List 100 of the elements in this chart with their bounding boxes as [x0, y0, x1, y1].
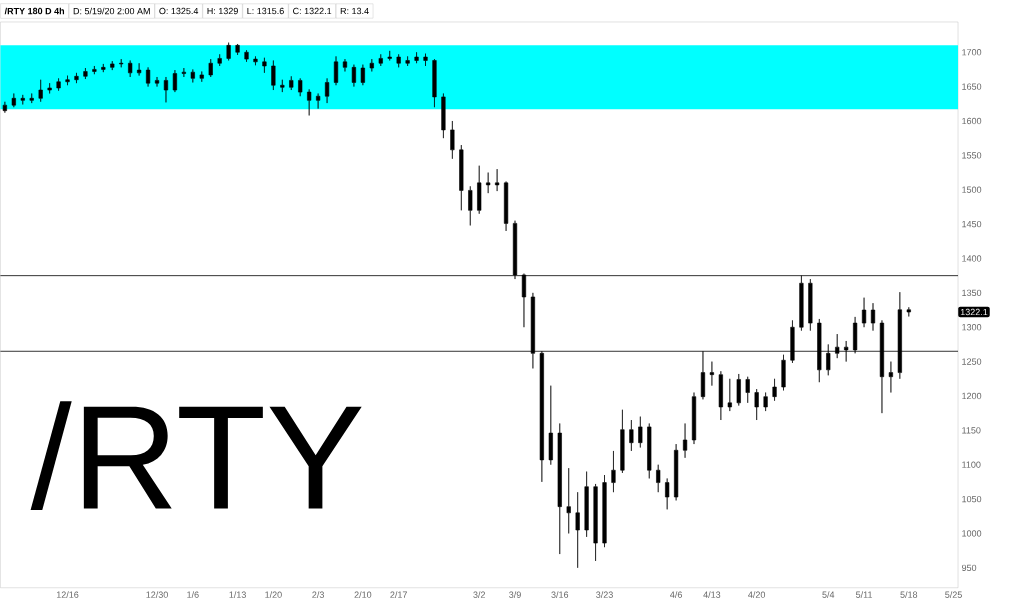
x-tick-label: 3/9: [509, 591, 521, 599]
candlestick: [110, 60, 115, 71]
x-tick-label: 4/20: [748, 591, 766, 599]
candlestick: [691, 392, 697, 445]
candlestick: [342, 58, 348, 72]
candlestick: [674, 443, 679, 501]
x-tick-label: 12/16: [56, 591, 79, 599]
candlestick: [378, 54, 383, 67]
candlestick: [414, 52, 419, 64]
candlestick: [557, 423, 562, 555]
candlestick: [128, 60, 133, 78]
x-tick-label: 12/30: [146, 591, 168, 599]
text: O: 1325.4: [159, 7, 199, 15]
y-tick-label: 1050: [962, 496, 982, 503]
candlestick: [745, 376, 750, 404]
y-tick-label: 950: [961, 564, 977, 572]
candlestick: [593, 483, 598, 562]
chart-title: /RTY 180 D 4h: [4, 7, 65, 15]
candlestick: [92, 65, 97, 75]
candlestick: [575, 492, 580, 569]
candlestick: [754, 388, 759, 421]
candlestick: [101, 63, 106, 73]
candlestick: [208, 58, 213, 78]
candlestick: [718, 371, 723, 421]
text: L: 1315.6: [247, 7, 284, 15]
candlestick: [432, 58, 437, 108]
text: C: 1322.1: [293, 7, 332, 15]
candlestick: [602, 474, 607, 548]
candlestick: [119, 58, 124, 68]
candlestick: [20, 94, 25, 105]
candlestick: [235, 43, 240, 56]
candlestick: [638, 416, 643, 448]
candlestick: [190, 69, 195, 83]
candlestick: [620, 409, 625, 474]
candlestick: [736, 373, 741, 406]
candlestick: [324, 78, 330, 104]
x-tick-label: 3/23: [596, 591, 613, 599]
candlestick: [29, 93, 34, 104]
candlestick: [584, 471, 589, 538]
candlestick: [11, 93, 16, 108]
x-tick-label: 5/18: [900, 591, 918, 599]
y-tick-label: 1500: [962, 186, 982, 194]
candlestick: [405, 56, 410, 67]
annotation: 1322.1: [960, 308, 988, 316]
candlestick: [441, 93, 446, 139]
x-tick-label: 4/6: [670, 591, 682, 599]
candlestick: [181, 67, 186, 78]
candlestick: [656, 464, 661, 493]
candlestick: [145, 67, 151, 88]
y-tick-label: 1200: [962, 392, 982, 400]
x-tick-label: 4/13: [703, 591, 721, 599]
candlestick: [459, 144, 464, 211]
candlestick: [870, 302, 876, 332]
x-tick-label: 2/3: [312, 591, 324, 599]
candlestick: [333, 56, 339, 86]
y-tick-label: 1700: [962, 49, 982, 56]
candlestick: [83, 67, 88, 80]
candlestick: [199, 71, 204, 83]
x-tick-label: 5/11: [856, 591, 873, 599]
x-tick-label: 5/4: [822, 591, 835, 599]
text: D: 5/19/20 2:00 AM: [73, 7, 150, 15]
candlestick: [763, 392, 768, 412]
candlestick: [665, 478, 670, 510]
y-tick-label: 1450: [962, 221, 982, 228]
candlestick: [808, 278, 813, 332]
candlestick: [316, 93, 321, 110]
y-tick-label: 1100: [962, 461, 981, 469]
candlestick: [262, 57, 267, 74]
candlestick: [468, 186, 473, 226]
candlestick: [503, 181, 509, 232]
y-tick-label: 1300: [962, 324, 982, 331]
candlestick: [47, 82, 52, 94]
candlestick: [2, 101, 7, 114]
x-tick-label: 5/25: [945, 591, 962, 599]
x-tick-label: 2/17: [390, 591, 407, 599]
annotation: /RTY: [30, 401, 362, 511]
candlestick: [298, 78, 303, 97]
candlestick: [906, 307, 911, 317]
candlestick: [56, 78, 61, 92]
y-tick-label: 1400: [962, 255, 982, 262]
x-tick-label: 3/16: [551, 591, 569, 599]
candlestick: [477, 165, 482, 215]
y-tick-label: 1250: [962, 358, 982, 365]
candlestick: [154, 76, 160, 88]
candlestick: [682, 423, 688, 459]
y-tick-label: 1350: [962, 289, 982, 297]
text: R: 13.4: [340, 7, 369, 15]
candlestick: [271, 60, 276, 91]
candlestick: [163, 76, 169, 103]
candlestick: [450, 120, 455, 160]
candlestick: [727, 378, 732, 412]
candlestick: [548, 385, 553, 466]
candlestick: [495, 168, 500, 192]
y-tick-label: 1650: [962, 83, 982, 90]
candlestick: [137, 63, 142, 77]
candlestick: [360, 64, 365, 86]
candlestick: [253, 56, 258, 66]
candlestick: [629, 419, 634, 452]
candlestick: [74, 72, 79, 84]
candlestick: [244, 49, 249, 63]
